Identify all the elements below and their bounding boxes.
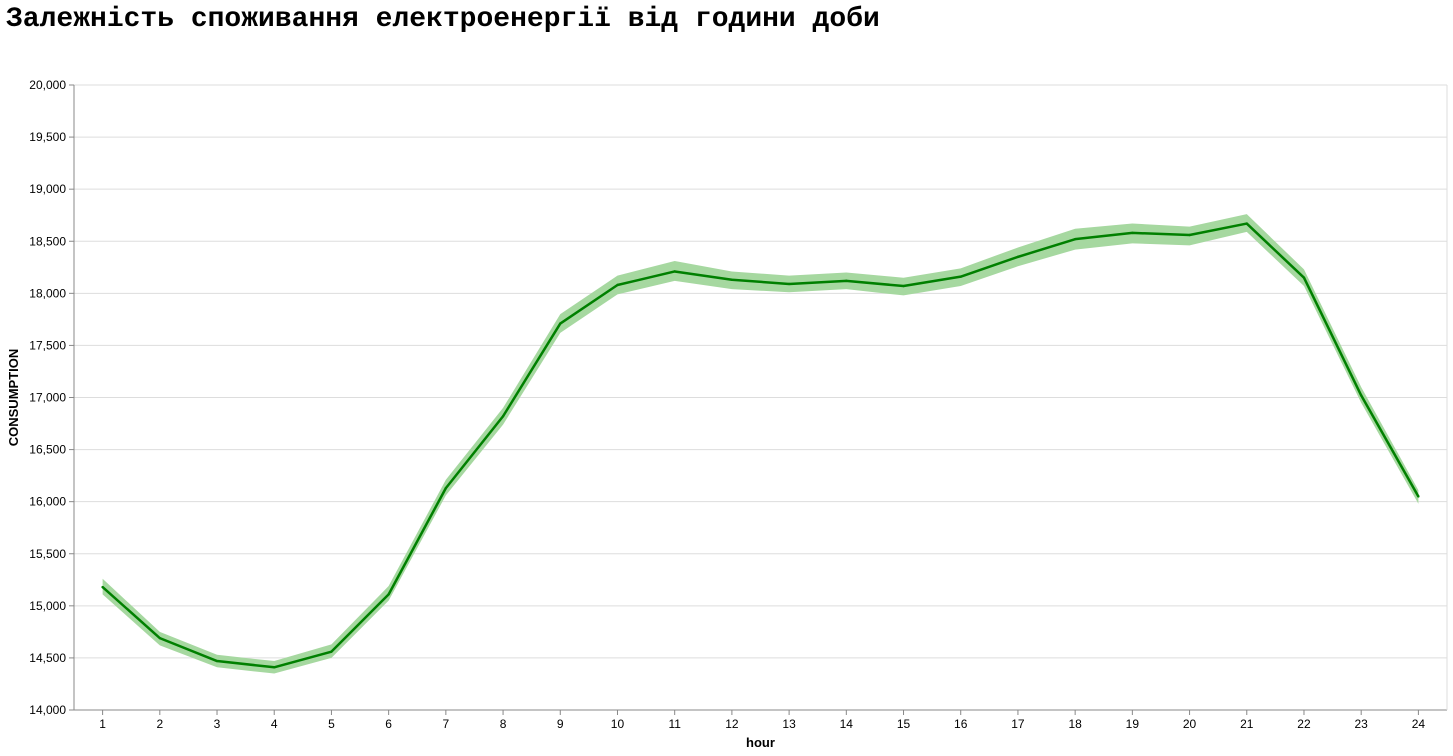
- x-axis-ticks: 1 2 3 4 5 6 7 8 9 10 11 12 13 14 15 16 17 18 19 20 21 22 23 24: [99, 710, 1425, 731]
- x-tick-label: 1: [99, 717, 106, 731]
- x-tick-label: 12: [725, 717, 739, 731]
- data-point: [1359, 394, 1363, 397]
- x-tick-label: 7: [443, 717, 450, 731]
- x-tick-label: 18: [1068, 717, 1082, 731]
- y-tick-label: 18,000: [29, 286, 66, 300]
- data-point: [845, 279, 848, 283]
- x-axis-title: hour: [746, 735, 775, 750]
- data-point: [1302, 276, 1306, 279]
- x-tick-label: 15: [897, 717, 911, 731]
- data-point: [787, 282, 791, 286]
- x-tick-label: 13: [782, 717, 796, 731]
- data-point: [101, 585, 104, 589]
- data-point: [730, 278, 734, 281]
- x-tick-label: 22: [1297, 717, 1311, 731]
- y-tick-label: 16,500: [29, 443, 66, 457]
- y-axis-ticks: 14,000 14,500 15,000 15,500 16,000 16,500 17,0…: [29, 78, 74, 717]
- data-point: [1016, 255, 1020, 259]
- data-point: [444, 486, 448, 490]
- series-line: [101, 222, 1420, 669]
- data-point: [273, 666, 276, 669]
- x-tick-label: 11: [668, 717, 681, 731]
- x-tick-label: 6: [385, 717, 392, 731]
- x-tick-label: 3: [214, 717, 221, 731]
- y-tick-label: 18,500: [29, 234, 66, 248]
- x-tick-label: 2: [156, 717, 163, 731]
- data-point: [1417, 495, 1420, 498]
- y-tick-label: 16,000: [29, 495, 66, 509]
- x-tick-label: 9: [557, 717, 564, 731]
- data-point: [501, 415, 505, 418]
- x-tick-label: 16: [954, 717, 968, 731]
- data-point: [1131, 231, 1134, 235]
- y-tick-label: 14,000: [29, 703, 66, 717]
- data-point: [673, 270, 676, 273]
- data-point: [902, 284, 905, 288]
- data-point: [1188, 233, 1191, 237]
- x-tick-label: 14: [840, 717, 854, 731]
- data-point: [959, 275, 962, 278]
- data-point: [1245, 222, 1248, 225]
- y-tick-label: 14,500: [29, 651, 66, 665]
- data-point: [1073, 237, 1077, 241]
- x-tick-label: 24: [1412, 717, 1426, 731]
- x-tick-label: 10: [611, 717, 625, 731]
- y-tick-label: 15,500: [29, 547, 66, 561]
- y-axis-title: CONSUMPTION: [6, 349, 21, 447]
- x-tick-label: 5: [328, 717, 335, 731]
- x-tick-label: 21: [1240, 717, 1254, 731]
- data-point: [215, 659, 219, 663]
- x-tick-label: 23: [1355, 717, 1369, 731]
- x-tick-label: 17: [1011, 717, 1025, 731]
- y-tick-label: 15,000: [29, 599, 66, 613]
- x-tick-label: 19: [1126, 717, 1140, 731]
- series-line-group: [101, 222, 1420, 669]
- y-tick-label: 20,000: [29, 78, 66, 92]
- y-tick-label: 17,500: [29, 338, 66, 352]
- data-point: [158, 636, 162, 640]
- data-point: [616, 283, 619, 287]
- x-tick-label: 4: [271, 717, 278, 731]
- data-point: [330, 650, 333, 653]
- data-point: [559, 322, 562, 325]
- y-tick-label: 19,500: [29, 130, 66, 144]
- y-tick-label: 17,000: [29, 391, 66, 405]
- y-tick-label: 19,000: [29, 182, 66, 196]
- x-tick-label: 8: [500, 717, 507, 731]
- grid-lines: [74, 84, 1447, 711]
- x-tick-label: 20: [1183, 717, 1197, 731]
- data-point: [387, 593, 390, 596]
- chart-title: Залежність споживання електроенергії від…: [6, 4, 880, 35]
